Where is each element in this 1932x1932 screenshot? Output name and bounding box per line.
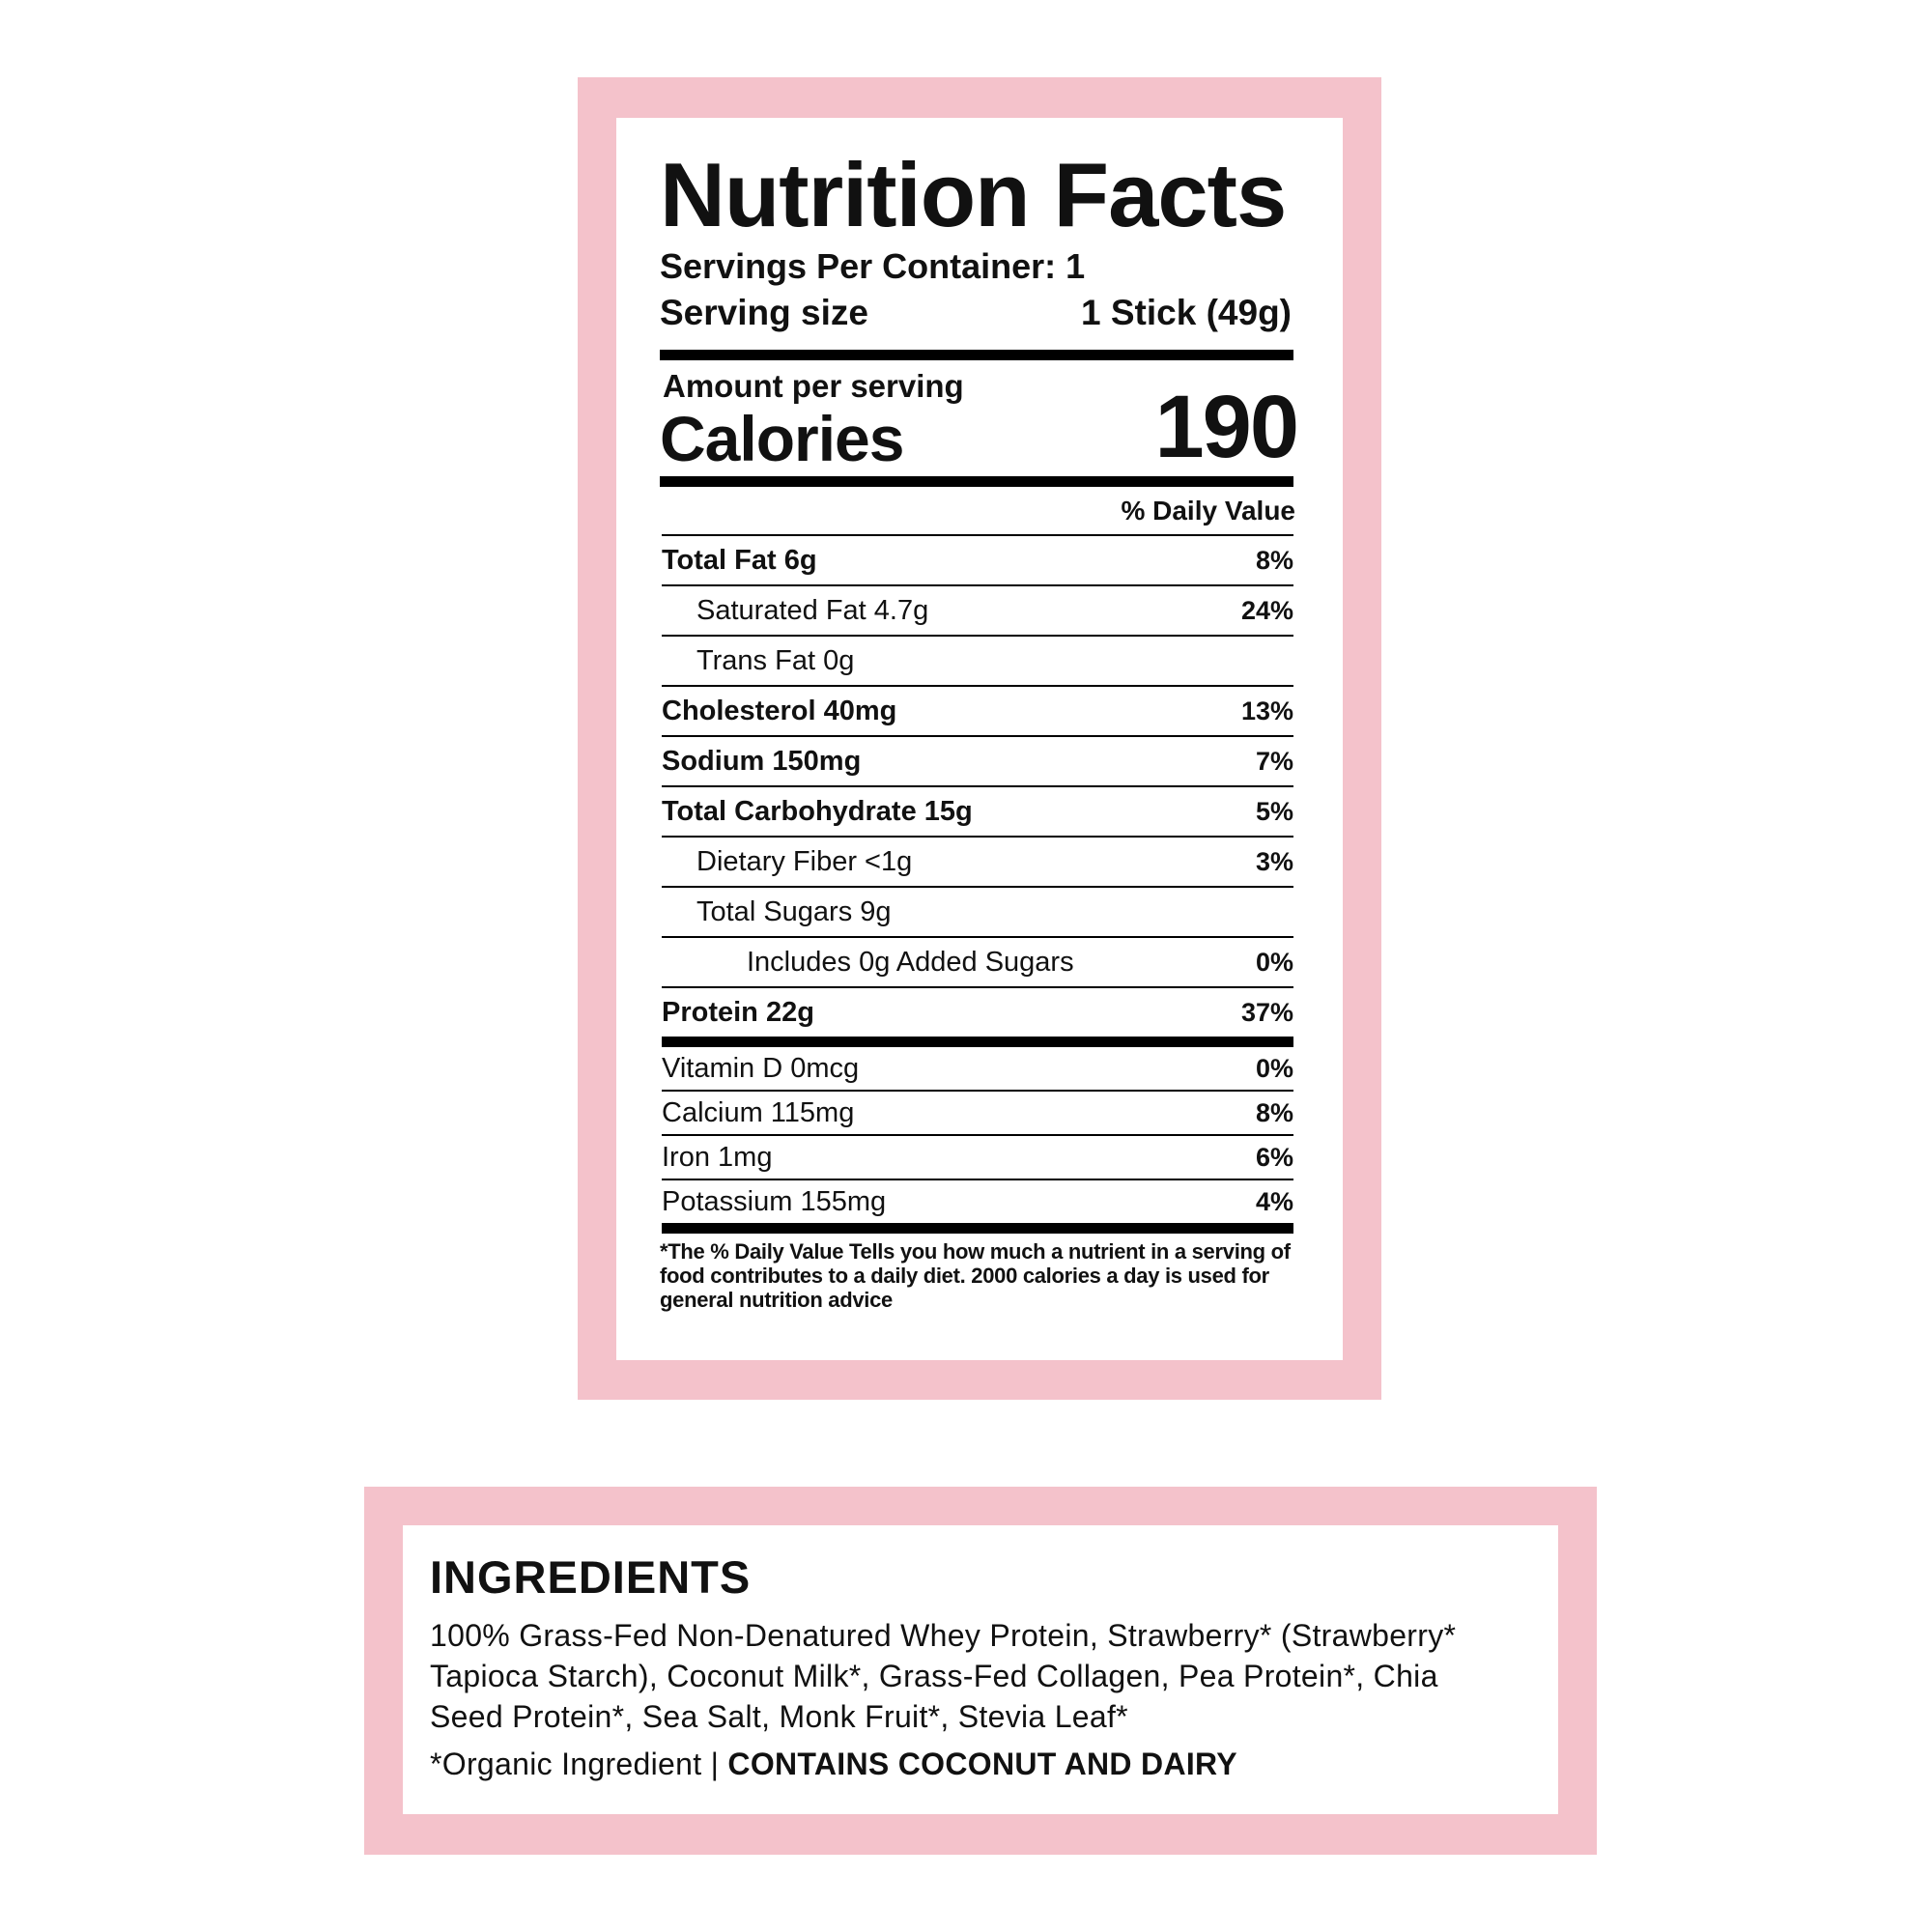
- serving-size-label: Serving size: [660, 293, 868, 332]
- nutrient-row: Total Carbohydrate 15g 5%: [662, 787, 1293, 838]
- daily-value-header: % Daily Value: [1121, 496, 1295, 526]
- nutrient-row: Protein 22g 37%: [662, 988, 1293, 1047]
- nutrition-title: Nutrition Facts: [660, 144, 1287, 245]
- nutrition-panel: [616, 118, 1343, 1360]
- daily-value-footnote: *The % Daily Value Tells you how much a …: [660, 1239, 1291, 1312]
- serving-size-value: 1 Stick (49g): [1081, 293, 1292, 332]
- ingredients-line: 100% Grass-Fed Non-Denatured Whey Protei…: [430, 1618, 1457, 1653]
- nutrient-table: Total Fat 6g 8% Saturated Fat 4.7g 24% Tra…: [662, 534, 1293, 1234]
- daily-value-pct: 6%: [1255, 1142, 1293, 1172]
- calories-value: 190: [1154, 378, 1300, 476]
- vitamin-row: Iron 1mg 6%: [662, 1136, 1293, 1180]
- serving-size: Serving size 1 Stick (49g): [660, 293, 1292, 333]
- daily-value-pct: 0%: [1255, 947, 1293, 977]
- nutrient-row: Includes 0g Added Sugars 0%: [662, 938, 1293, 988]
- divider-thick: [660, 350, 1293, 360]
- ingredients-line: Tapioca Starch), Coconut Milk*, Grass-Fe…: [430, 1659, 1438, 1693]
- daily-value-pct: 8%: [1255, 1097, 1293, 1127]
- ingredients-list: 100% Grass-Fed Non-Denatured Whey Protei…: [430, 1615, 1456, 1737]
- amount-per-serving: Amount per serving: [663, 368, 964, 404]
- nutrient-row: Cholesterol 40mg 13%: [662, 687, 1293, 737]
- ingredients-line: Seed Protein*, Sea Salt, Monk Fruit*, St…: [430, 1699, 1128, 1734]
- ingredients-title: INGREDIENTS: [430, 1551, 752, 1603]
- nutrient-row: Total Fat 6g 8%: [662, 536, 1293, 586]
- nutrient-row: Sodium 150mg 7%: [662, 737, 1293, 787]
- nutrient-row: Saturated Fat 4.7g 24%: [662, 586, 1293, 637]
- vitamin-row: Vitamin D 0mcg 0%: [662, 1047, 1293, 1092]
- daily-value-pct: 8%: [1255, 545, 1293, 575]
- daily-value-pct: 13%: [1240, 696, 1293, 725]
- daily-value-pct: 4%: [1255, 1186, 1293, 1216]
- ingredients-note: *Organic Ingredient | CONTAINS COCONUT A…: [430, 1747, 1237, 1782]
- allergen-statement: CONTAINS COCONUT AND DAIRY: [727, 1747, 1237, 1781]
- daily-value-pct: 24%: [1240, 595, 1293, 625]
- calories-label: Calories: [660, 403, 904, 474]
- nutrient-row: Dietary Fiber <1g 3%: [662, 838, 1293, 888]
- daily-value-pct: 0%: [1255, 1053, 1293, 1083]
- ingredients-panel: [403, 1525, 1558, 1814]
- nutrient-row: Trans Fat 0g: [662, 637, 1293, 687]
- vitamin-row: Potassium 155mg 4%: [662, 1180, 1293, 1234]
- daily-value-pct: 3%: [1255, 846, 1293, 876]
- daily-value-pct: 5%: [1255, 796, 1293, 826]
- vitamin-row: Calcium 115mg 8%: [662, 1092, 1293, 1136]
- servings-per-container: Servings Per Container: 1: [660, 246, 1086, 286]
- organic-note: *Organic Ingredient |: [430, 1747, 728, 1781]
- nutrient-row: Total Sugars 9g: [662, 888, 1293, 938]
- divider-thick: [660, 476, 1293, 487]
- daily-value-pct: 37%: [1240, 997, 1293, 1027]
- daily-value-pct: 7%: [1255, 746, 1293, 776]
